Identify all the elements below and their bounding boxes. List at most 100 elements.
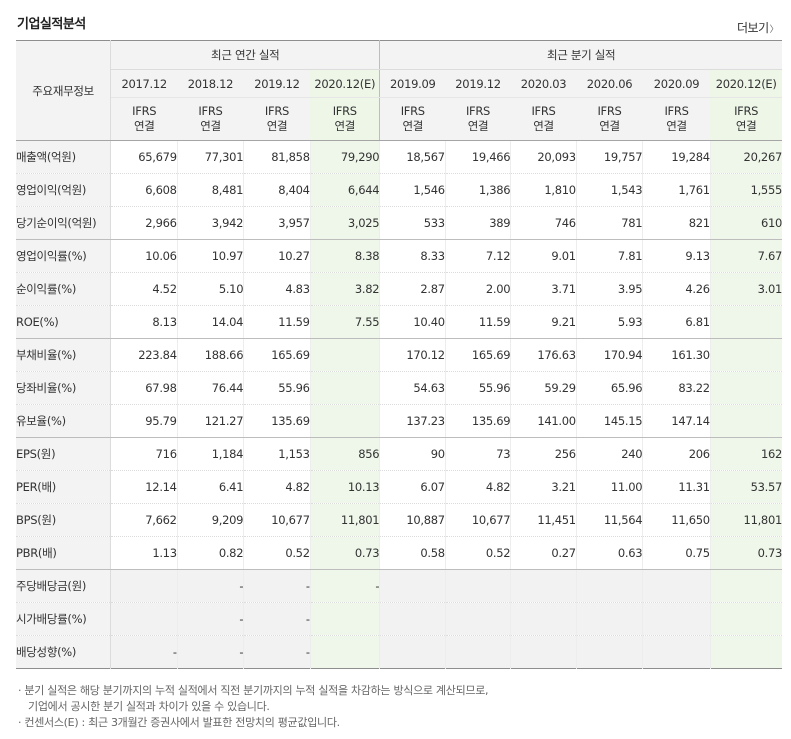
ifrs-badge: IFRS 연결 xyxy=(310,97,380,141)
table-cell: - xyxy=(176,602,244,636)
table-cell: 79,290 xyxy=(309,140,380,174)
table-row: 영업이익률(%) 10.06 10.97 10.27 8.38 8.33 7.12 9.01 7… xyxy=(16,239,782,273)
table-cell: 1,546 xyxy=(379,173,446,207)
table-cell: 8.33 xyxy=(379,239,446,273)
row-label: 유보율(%) xyxy=(16,404,112,438)
table-cell: - xyxy=(176,569,244,603)
table-cell xyxy=(642,569,711,603)
table-cell: 0.73 xyxy=(709,536,782,570)
table-row: PER(배) 12.14 6.41 4.82 10.13 6.07 4.82 3.21 11.0… xyxy=(16,470,782,504)
table-row: 시가배당률(%) - - xyxy=(16,602,782,636)
table-cell: 781 xyxy=(575,206,643,240)
table-cell xyxy=(309,602,380,636)
table-cell: 10,677 xyxy=(444,503,511,537)
table-cell xyxy=(444,569,511,603)
table-cell xyxy=(444,635,511,669)
table-cell: 9,209 xyxy=(176,503,244,537)
ifrs-label: IFRS xyxy=(734,104,759,118)
row-label: BPS(원) xyxy=(16,503,112,537)
table-cell: 11.59 xyxy=(444,305,511,339)
row-label: PBR(배) xyxy=(16,536,112,570)
table-cell: 0.27 xyxy=(510,536,577,570)
table-cell: 55.96 xyxy=(243,371,311,405)
ifrs-label: IFRS xyxy=(465,104,491,118)
table-cell: 7,662 xyxy=(110,503,178,537)
table-row: 부채비율(%) 223.84 188.66 165.69 170.12 165.69 176… xyxy=(16,338,782,372)
table-cell: 3,942 xyxy=(176,206,244,240)
table-cell: 4.82 xyxy=(243,470,311,504)
consolidated-label: 연결 xyxy=(200,119,221,133)
table-cell: 389 xyxy=(444,206,511,240)
ifrs-badge: IFRS 연결 xyxy=(642,97,711,141)
table-cell: 2.00 xyxy=(444,272,511,306)
financial-table: 주요재무정보 최근 연간 실적 최근 분기 실적 2017.12 2018.12 2… xyxy=(16,40,782,669)
row-label: 영업이익(억원) xyxy=(16,173,112,207)
table-cell: 165.69 xyxy=(444,338,511,372)
table-cell: 0.75 xyxy=(642,536,711,570)
consolidated-label: 연결 xyxy=(467,119,489,133)
period-header: 2017.12 xyxy=(110,69,178,98)
table-cell: 3.82 xyxy=(309,272,380,306)
table-cell xyxy=(379,602,446,636)
ifrs-badge: IFRS 연결 xyxy=(510,97,577,141)
table-cell: 11.31 xyxy=(642,470,711,504)
table-cell: 7.55 xyxy=(309,305,380,339)
table-cell: 8.13 xyxy=(110,305,178,339)
table-cell: 256 xyxy=(510,437,577,471)
row-label: 영업이익률(%) xyxy=(16,239,112,273)
ifrs-badge: IFRS 연결 xyxy=(710,97,782,141)
table-cell xyxy=(575,635,643,669)
table-cell: 12.14 xyxy=(110,470,178,504)
table-cell: 73 xyxy=(444,437,511,471)
table-cell: 8.38 xyxy=(309,239,380,273)
table-row: BPS(원) 7,662 9,209 10,677 11,801 10,887 10,677… xyxy=(16,503,782,537)
consolidated-label: 연결 xyxy=(402,119,424,133)
table-cell: 3.21 xyxy=(510,470,577,504)
table-cell xyxy=(309,635,380,669)
more-link[interactable]: 더보기〉 xyxy=(737,19,779,36)
ifrs-badge: IFRS 연결 xyxy=(243,97,311,141)
table-cell: 76.44 xyxy=(176,371,244,405)
table-cell: 10.27 xyxy=(243,239,311,273)
corner-header: 주요재무정보 xyxy=(16,40,112,141)
table-cell: 2.87 xyxy=(379,272,446,306)
table-cell: 59.29 xyxy=(510,371,577,405)
table-cell: 19,284 xyxy=(642,140,711,174)
table-cell xyxy=(110,569,178,603)
table-cell: 10.06 xyxy=(110,239,178,273)
table-row: 주당배당금(원) - - - xyxy=(16,569,782,603)
consolidated-label: 연결 xyxy=(133,119,155,133)
table-cell: 716 xyxy=(110,437,178,471)
ifrs-badge: IFRS 연결 xyxy=(445,97,511,141)
ifrs-badge: IFRS 연결 xyxy=(379,97,446,141)
table-row: 매출액(억원) 65,679 77,301 81,858 79,290 18,567 19,… xyxy=(16,140,782,174)
period-header: 2020.12(E) xyxy=(310,69,380,98)
table-cell: 53.57 xyxy=(709,470,782,504)
note-1-cont: 기업에서 공시한 분기 실적과 차이가 있을 수 있습니다. xyxy=(28,700,270,713)
table-cell xyxy=(510,569,577,603)
table-cell: 3,957 xyxy=(243,206,311,240)
table-cell: 4.52 xyxy=(110,272,178,306)
table-cell: 176.63 xyxy=(510,338,577,372)
table-cell xyxy=(709,371,782,405)
chevron-right-icon: 〉 xyxy=(769,25,779,35)
table-cell: 0.52 xyxy=(444,536,511,570)
table-cell: 11,801 xyxy=(309,503,380,537)
table-cell: 20,093 xyxy=(510,140,577,174)
table-cell: 533 xyxy=(379,206,446,240)
table-cell xyxy=(709,602,782,636)
table-cell: 19,757 xyxy=(575,140,643,174)
consolidated-label: 연결 xyxy=(334,119,356,133)
table-cell xyxy=(709,569,782,603)
table-cell: 170.94 xyxy=(575,338,643,372)
period-header: 2019.12 xyxy=(445,69,511,98)
period-header: 2019.12 xyxy=(243,69,311,98)
table-cell: 3.71 xyxy=(510,272,577,306)
table-cell: 206 xyxy=(642,437,711,471)
row-label: PER(배) xyxy=(16,470,112,504)
table-cell: 240 xyxy=(575,437,643,471)
table-cell xyxy=(110,602,178,636)
table-cell: 9.13 xyxy=(642,239,711,273)
more-label[interactable]: 더보기 xyxy=(737,21,769,35)
table-cell: 6.07 xyxy=(379,470,446,504)
